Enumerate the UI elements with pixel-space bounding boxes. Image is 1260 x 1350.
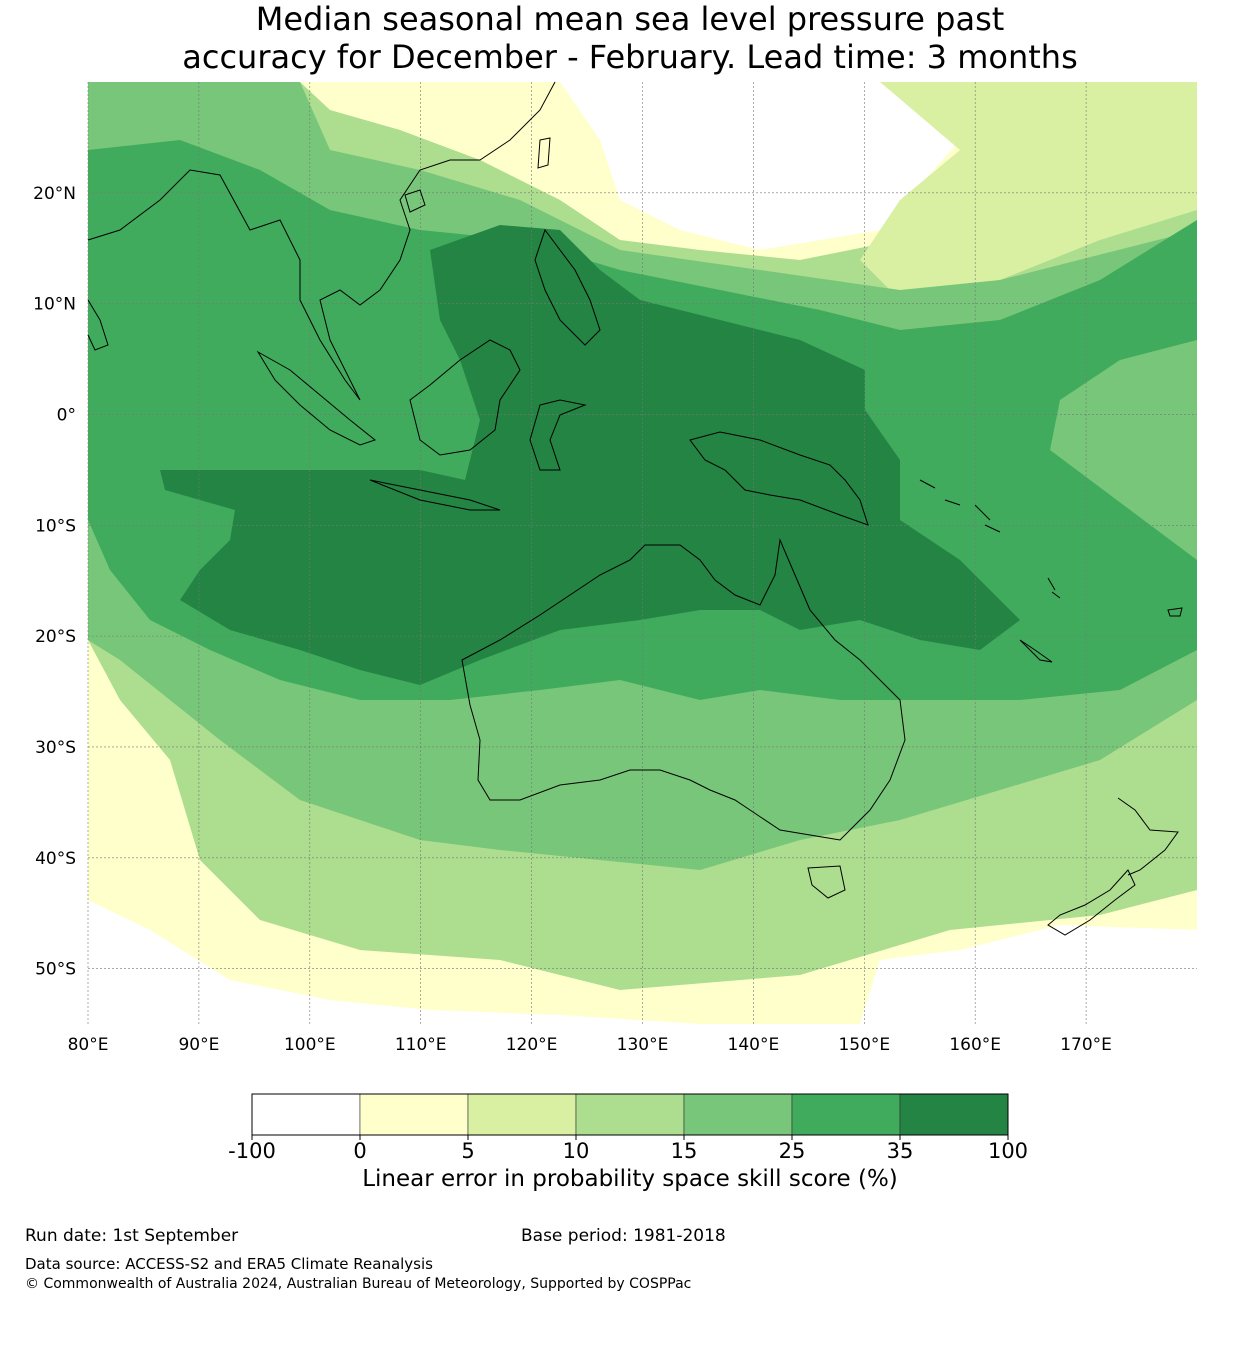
colorbar-segment: [575, 1093, 685, 1136]
title-line-2: accuracy for December - February. Lead t…: [182, 38, 1078, 76]
coastlines: [87, 81, 1183, 936]
lat-tick-label: 40°S: [35, 849, 76, 869]
tasmania-coast: [807, 865, 846, 899]
colorbar-segment: [251, 1093, 361, 1136]
vanuatu-coast: [1047, 577, 1061, 599]
title-line-1: Median seasonal mean sea level pressure …: [255, 0, 1005, 38]
new-caledonia-coast: [1019, 639, 1053, 663]
run-date: Run date: 1st September: [25, 1226, 239, 1246]
colorbar-outline: [251, 1093, 1009, 1136]
colorbar-segment: [683, 1093, 793, 1136]
chart-title: Median seasonal mean sea level pressure …: [0, 0, 1260, 76]
lon-tick-label: 110°E: [395, 1035, 447, 1055]
india-coast: [87, 299, 109, 351]
copyright: © Commonwealth of Australia 2024, Austra…: [25, 1276, 692, 1292]
colorbar-tick-label: 100: [988, 1139, 1028, 1163]
zone-green-35-100: [160, 225, 1020, 685]
zone-white-south: [88, 900, 700, 1024]
australia-coast: [461, 538, 906, 841]
colorbar-segment: [899, 1093, 1009, 1136]
new-zealand-south-coast: [1047, 869, 1136, 936]
solomon-islands-coast: [919, 479, 1001, 533]
lon-tick-label: 170°E: [1060, 1035, 1112, 1055]
latitude-tick-labels: 20°N 10°N 0° 10°S 20°S 30°S 40°S 50°S: [33, 184, 76, 980]
zone-white-south-east: [860, 925, 1197, 1024]
lat-tick-label: 10°S: [35, 516, 76, 536]
colorbar-tick-label: 15: [671, 1139, 698, 1163]
data-source: Data source: ACCESS-S2 and ERA5 Climate …: [25, 1255, 433, 1273]
hainan-coast: [404, 189, 426, 213]
java-coast: [369, 479, 501, 511]
lat-tick-label: 0°: [57, 405, 76, 425]
lon-tick-label: 140°E: [728, 1035, 780, 1055]
lon-tick-label: 80°E: [68, 1035, 109, 1055]
colorbar-segment: [467, 1093, 577, 1136]
colorbar-tick-label: 25: [779, 1139, 806, 1163]
zone-white-north: [560, 82, 960, 250]
lon-tick-label: 150°E: [838, 1035, 890, 1055]
longitude-tick-labels: 80°E 90°E 100°E 110°E 120°E 130°E 140°E 150°E 16…: [68, 1035, 1112, 1055]
lat-tick-label: 50°S: [35, 960, 76, 980]
lat-tick-label: 20°N: [33, 184, 76, 204]
lon-tick-label: 100°E: [284, 1035, 336, 1055]
colorbar-label: Linear error in probability space skill …: [362, 1166, 898, 1192]
zone-light-green-north: [860, 82, 1197, 300]
colorbar-segment: [359, 1093, 469, 1136]
mainland-asia-coast: [87, 81, 556, 401]
philippines-coast: [534, 228, 601, 346]
colorbar-tick-label: 0: [353, 1139, 366, 1163]
borneo-coast: [409, 339, 521, 456]
new-guinea-coast: [689, 431, 869, 526]
sulawesi-coast: [529, 399, 587, 471]
new-zealand-north-coast: [1117, 797, 1179, 876]
lat-tick-label: 10°N: [33, 295, 76, 315]
taiwan-coast: [537, 137, 551, 169]
colorbar: -100 0 5 10 15 25 35 100: [228, 1093, 1028, 1163]
base-period: Base period: 1981-2018: [521, 1226, 726, 1246]
skill-field: [88, 82, 1197, 1024]
colorbar-tick-label: -100: [228, 1139, 276, 1163]
skill-map: 80°E 90°E 100°E 110°E 120°E 130°E 140°E 150°E 16…: [33, 81, 1197, 1163]
colorbar-tick-label: 10: [563, 1139, 590, 1163]
lon-tick-label: 160°E: [949, 1035, 1001, 1055]
fiji-coast: [1167, 607, 1183, 617]
graticule: [87, 82, 1197, 1024]
lon-tick-label: 90°E: [178, 1035, 219, 1055]
lat-tick-label: 30°S: [35, 738, 76, 758]
lat-tick-label: 20°S: [35, 627, 76, 647]
colorbar-tick-label: 35: [887, 1139, 914, 1163]
colorbar-segment: [791, 1093, 901, 1136]
sumatra-coast: [256, 350, 377, 446]
lon-tick-label: 130°E: [617, 1035, 669, 1055]
lon-tick-label: 120°E: [506, 1035, 558, 1055]
colorbar-tick-label: 5: [461, 1139, 474, 1163]
